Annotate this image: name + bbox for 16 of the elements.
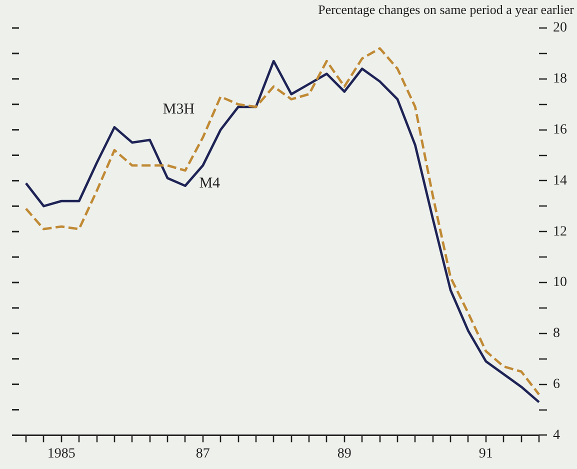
x-tick-label: 91 (478, 446, 493, 462)
y-axis-title: Percentage changes on same period a year earlier (318, 2, 575, 17)
x-tick-label: 1985 (47, 446, 76, 462)
y-tick-label: 20 (553, 20, 567, 36)
y-tick-label: 6 (553, 376, 560, 392)
y-tick-label: 8 (553, 326, 560, 342)
y-tick-label: 14 (553, 173, 567, 188)
y-tick-label: 18 (553, 72, 567, 87)
series-label: M4 (199, 176, 221, 192)
y-tick-label: 16 (553, 122, 567, 138)
y-tick-label: 4 (553, 428, 560, 443)
x-tick-label: 89 (337, 446, 352, 462)
series-label: M3H (162, 101, 195, 118)
x-tick-label: 87 (196, 446, 210, 462)
y-tick-label: 10 (553, 275, 567, 290)
y-tick-label: 12 (553, 224, 567, 240)
